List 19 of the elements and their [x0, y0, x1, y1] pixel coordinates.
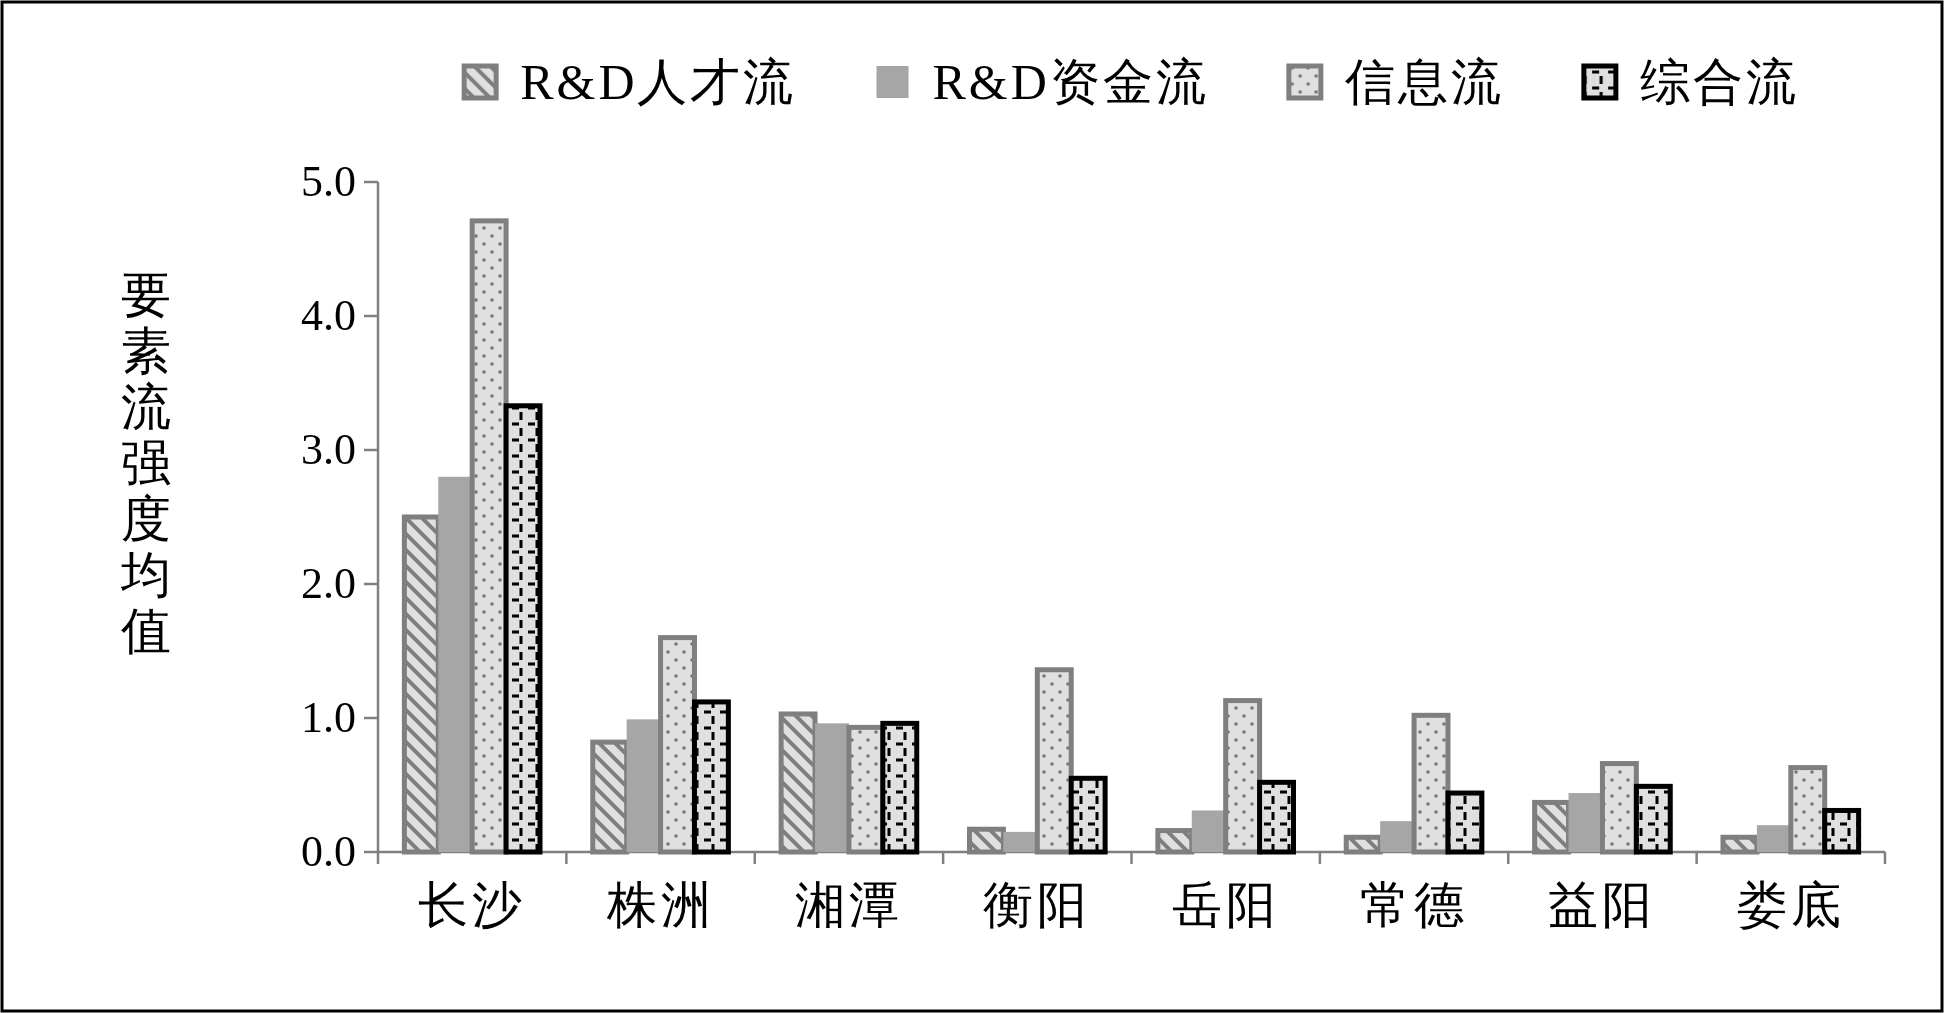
y-tick-label: 5.0 — [301, 157, 356, 206]
x-tick-label: 岳阳 — [1171, 877, 1280, 933]
x-tick-label: 常德 — [1360, 877, 1469, 933]
x-tick-label: 衡阳 — [983, 877, 1092, 933]
y-tick-label: 1.0 — [301, 693, 356, 742]
legend-label: R&D资金流 — [932, 54, 1209, 110]
y-tick-label: 2.0 — [301, 559, 356, 608]
y-tick-label: 3.0 — [301, 425, 356, 474]
legend-label: 信息流 — [1344, 54, 1504, 110]
x-tick-label: 湘潭 — [794, 877, 903, 933]
legend-label: 综合流 — [1639, 54, 1799, 110]
x-tick-label: 娄底 — [1736, 877, 1845, 933]
y-tick-label: 4.0 — [301, 291, 356, 340]
x-tick-label: 益阳 — [1548, 877, 1657, 933]
x-tick-label: 株洲 — [605, 877, 715, 933]
y-tick-label: 0.0 — [301, 827, 356, 876]
x-tick-label: 长沙 — [418, 877, 527, 933]
legend-label: R&D人才流 — [520, 54, 797, 110]
y-axis-title: 要素流强度均值 — [120, 267, 171, 659]
